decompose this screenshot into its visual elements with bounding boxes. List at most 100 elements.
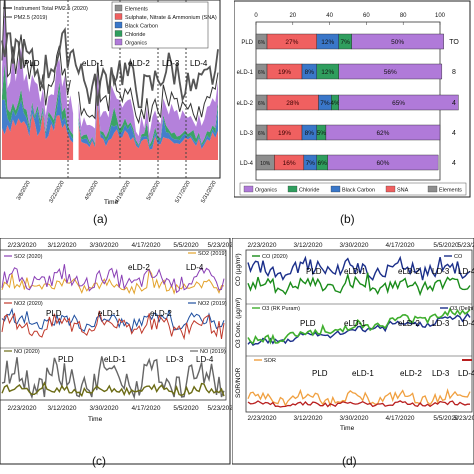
tick-label: 5/5/2020 bbox=[173, 242, 199, 249]
phase-label: eLD-2 bbox=[128, 263, 150, 272]
chart-c-top-ticks: 2/23/2020 3/12/2020 3/30/2020 4/17/2020 5/5/… bbox=[8, 242, 232, 249]
legend-label: SO2 (2020) bbox=[14, 254, 43, 260]
phase-label: LD-4 bbox=[186, 263, 204, 272]
chart-a-area bbox=[78, 94, 218, 148]
tick-label: 5/23/2020 bbox=[208, 242, 232, 249]
tick-label: 5/3/2020 bbox=[146, 180, 162, 202]
chart-d-top-ticks: 2/23/2020 3/12/2020 3/30/2020 4/17/2020 5/5/… bbox=[248, 242, 474, 249]
tick-label: 0 bbox=[254, 13, 258, 19]
phase-label: PLD bbox=[46, 309, 62, 318]
chart-a-line-legend: Instrument Total PM2.5 (2020) PM2.5 (2019… bbox=[3, 6, 88, 21]
panel-label-c: (c) bbox=[92, 454, 106, 468]
chart-a-legend bbox=[111, 1, 209, 49]
phase-label: LD-4 bbox=[458, 267, 474, 276]
chart-b-bars: 6% 27% 12% 7% 50% PLD TO 6% 19% 8% 12% 56% eLD-1 8 6% 2… bbox=[237, 33, 459, 171]
phase-label: PLD bbox=[24, 59, 40, 68]
tick-label: 3/12/2020 bbox=[48, 405, 77, 412]
chart-a-area bbox=[78, 96, 218, 150]
bar-segment bbox=[327, 154, 439, 171]
chart-d-xlabel: Time bbox=[340, 425, 355, 432]
bar-value-label: 60% bbox=[376, 160, 389, 167]
legend-swatch bbox=[114, 4, 123, 12]
tick-label: 3/8/2020 bbox=[16, 180, 32, 202]
chart-a-lines bbox=[1, 0, 219, 125]
tick-label: 3/12/2020 bbox=[294, 242, 323, 249]
tick-label: 3/30/2020 bbox=[90, 405, 119, 412]
chart-d-plot bbox=[245, 249, 473, 413]
bar-value-label: 27% bbox=[285, 39, 298, 46]
phase-label: LD-4 bbox=[190, 59, 208, 68]
legend-label: O3 (RK Puram) bbox=[262, 306, 300, 312]
chart-d-o3-delhi bbox=[247, 312, 471, 347]
bar-value-label: 12% bbox=[321, 39, 334, 46]
tick-label: 40 bbox=[326, 13, 333, 19]
legend-swatch bbox=[287, 185, 298, 193]
bar-segment bbox=[351, 33, 444, 50]
chart-c-svg: 2/23/2020 3/12/2020 3/30/2020 4/17/2020 5/5/… bbox=[0, 238, 232, 465]
phase-label: LD-3 bbox=[432, 319, 450, 328]
legend-label: PM2.5 (2019) bbox=[14, 15, 47, 21]
chart-a-area bbox=[2, 6, 74, 135]
bar-value-label: 5% bbox=[317, 130, 327, 137]
bar-segment bbox=[338, 94, 459, 111]
phase-label: PLD bbox=[300, 319, 316, 328]
bar-value-label: 7% bbox=[306, 160, 316, 167]
chart-c-xlabel: Time bbox=[88, 416, 103, 423]
chart-d-co-2019 bbox=[247, 255, 471, 282]
bar-value-label: 6% bbox=[258, 131, 266, 137]
chart-d-svg: 2/23/2020 3/12/2020 3/30/2020 4/17/2020 5/5/… bbox=[232, 238, 474, 465]
phase-label: LD-4 bbox=[196, 355, 214, 364]
bar-value-label: 8% bbox=[305, 69, 315, 76]
bar-value-label: 6% bbox=[318, 160, 328, 167]
legend-label: SOR bbox=[264, 358, 276, 364]
bar-value-label: 6% bbox=[258, 101, 266, 107]
right-label: 4 bbox=[452, 160, 456, 167]
chart-a-area bbox=[2, 89, 74, 143]
tick-label: 20 bbox=[289, 13, 296, 19]
legend-label: SNA bbox=[397, 188, 409, 194]
bar-value-label: 16% bbox=[283, 160, 296, 167]
legend-swatch bbox=[243, 185, 254, 193]
tick-label: 5/23/2020 bbox=[454, 415, 474, 422]
legend-label: O3 (Delhi) bbox=[450, 306, 474, 312]
right-label: 4 bbox=[452, 100, 456, 107]
bar-value-label: 7% bbox=[341, 39, 351, 46]
phase-label: eLD-2 bbox=[150, 309, 172, 318]
phase-label: LD-4 bbox=[458, 319, 474, 328]
tick-label: 2/23/2020 bbox=[248, 242, 277, 249]
legend-label: Sulphate, Nitrate & Ammonium (SNA) bbox=[125, 15, 217, 21]
chart-b-legend: Organics Chloride Black Carbon SNA Elements bbox=[239, 182, 467, 196]
right-label: TO bbox=[449, 39, 459, 46]
tick-label: 4/17/2020 bbox=[386, 415, 415, 422]
bar-value-label: 4% bbox=[330, 100, 340, 107]
tick-label: 4/5/2020 bbox=[84, 180, 100, 202]
legend-label: Elements bbox=[439, 188, 462, 194]
chart-d-ylabel: O3 Conc. (µg/m³) bbox=[235, 298, 242, 348]
phase-label: LD-4 bbox=[458, 369, 474, 378]
tick-label: 2/23/2020 bbox=[248, 415, 277, 422]
bar-value-label: 56% bbox=[384, 69, 397, 76]
chart-c-series-2020 bbox=[1, 310, 225, 341]
panel-a: Elements Sulphate, Nitrate & Ammonium (SN… bbox=[0, 0, 228, 234]
chart-a-2019-line bbox=[1, 27, 219, 109]
legend-label: Black Carbon bbox=[342, 188, 375, 194]
panel-label-d: (d) bbox=[342, 454, 357, 468]
bar-value-label: 7% bbox=[320, 100, 330, 107]
bar-value-label: 6% bbox=[258, 40, 266, 46]
phase-label: PLD bbox=[312, 369, 328, 378]
legend-label: Instrument Total PM2.5 (2020) bbox=[14, 6, 88, 12]
panel-d: 2/23/2020 3/12/2020 3/30/2020 4/17/2020 5/5/… bbox=[232, 238, 474, 474]
bar-value-label: 19% bbox=[278, 130, 291, 137]
tick-label: 3/22/2020 bbox=[48, 180, 65, 204]
chart-b-xticks: 0 20 40 60 80 100 bbox=[254, 13, 446, 25]
legend-swatch bbox=[385, 185, 396, 193]
tick-label: 4/17/2020 bbox=[132, 405, 161, 412]
legend-label: SO2 (2019) bbox=[198, 251, 227, 257]
tick-label: 100 bbox=[435, 13, 446, 19]
panel-label-a: (a) bbox=[93, 212, 108, 226]
phase-label: eLD-2 bbox=[398, 319, 420, 328]
chart-d-legends: CO (2020) CO O3 (RK Puram) O3 (Delhi) SOR bbox=[252, 254, 474, 364]
bar-value-label: 12% bbox=[321, 69, 334, 76]
chart-c-series-2020 bbox=[1, 381, 225, 398]
tick-label: 3/30/2020 bbox=[90, 242, 119, 249]
